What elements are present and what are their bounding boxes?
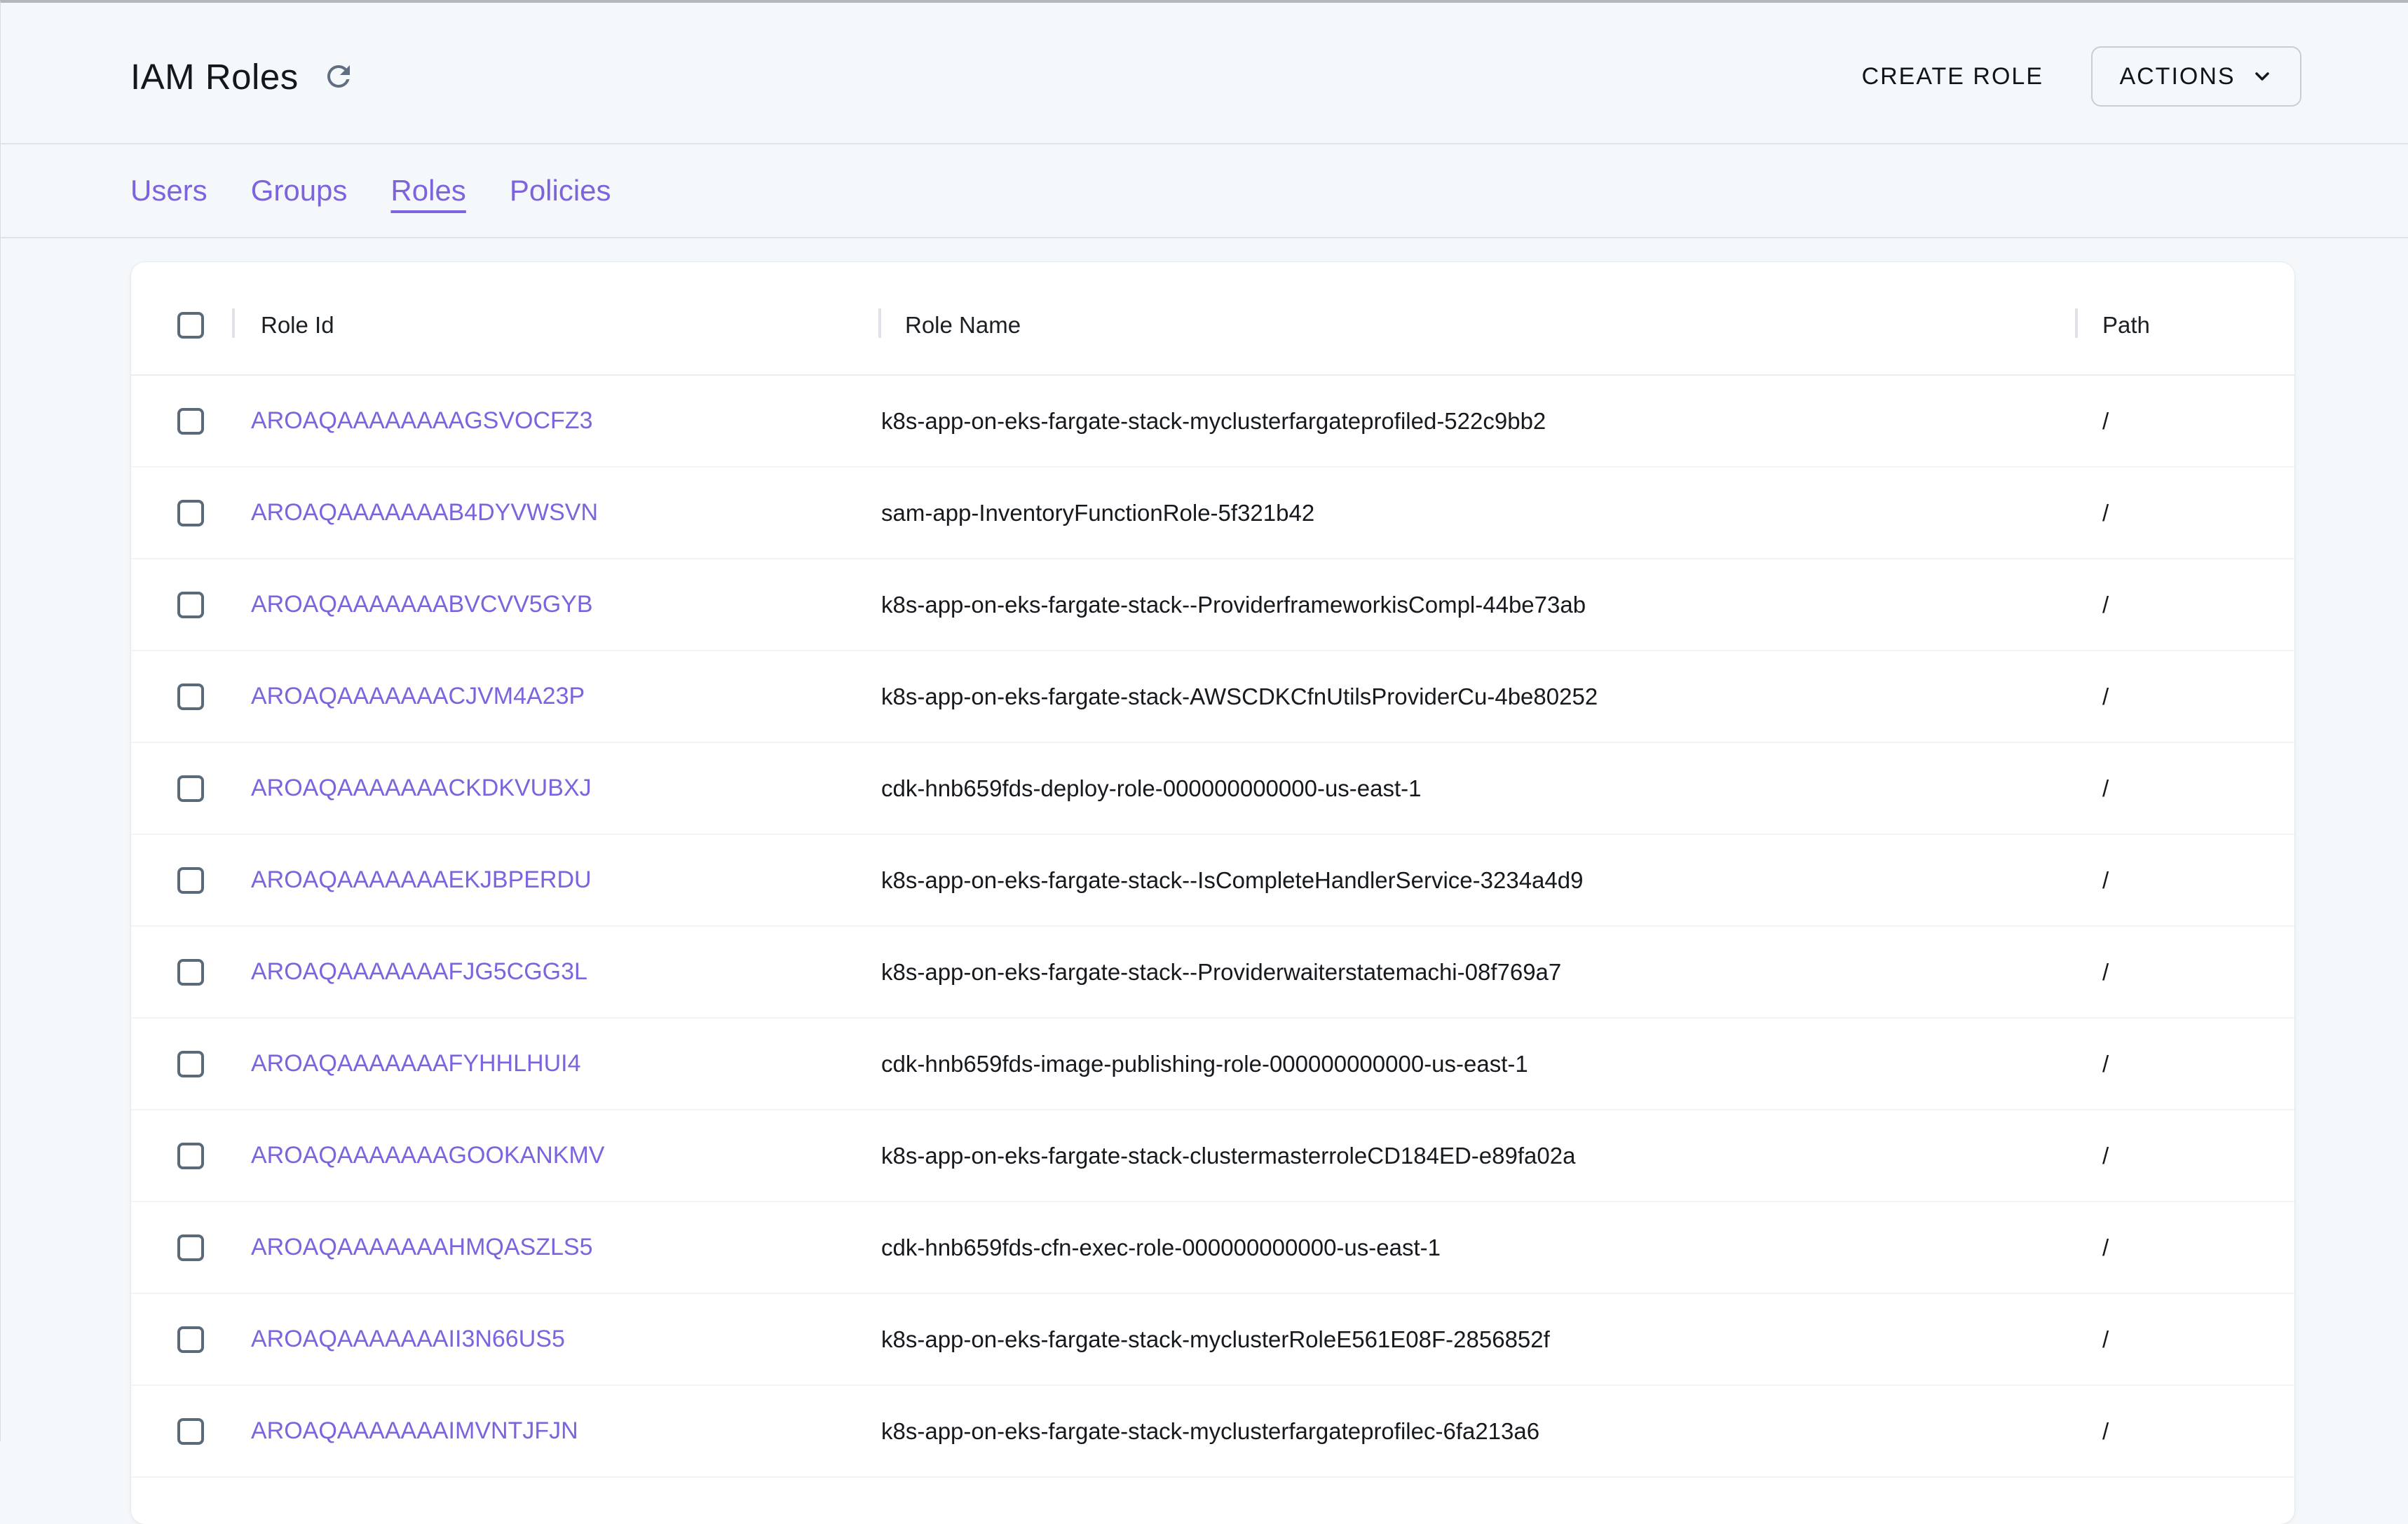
table-row: AROAQAAAAAAAIMVNTJFJN k8s-app-on-eks-far…: [131, 1386, 2294, 1478]
role-path-text: /: [2102, 1142, 2109, 1169]
row-checkbox[interactable]: [177, 1326, 204, 1353]
row-checkbox[interactable]: [177, 1142, 204, 1169]
role-id-link[interactable]: AROAQAAAAAAAII3N66US5: [251, 1326, 565, 1352]
role-path-text: /: [2102, 1417, 2109, 1444]
table-row: AROAQAAAAAAAFJG5CGG3L k8s-app-on-eks-far…: [131, 927, 2294, 1019]
roles-table-card: Role Id Role Name Path AROAQAAAAAAAAGSVO…: [131, 262, 2294, 1524]
row-checkbox[interactable]: [177, 591, 204, 618]
role-name-text: k8s-app-on-eks-fargate-stack--Providerfr…: [881, 591, 1586, 618]
role-path-text: /: [2102, 1326, 2109, 1352]
role-path-text: /: [2102, 1234, 2109, 1260]
tab-roles[interactable]: Roles: [390, 174, 466, 207]
row-checkbox[interactable]: [177, 866, 204, 894]
table-row: AROAQAAAAAAAHMQASZLS5 cdk-hnb659fds-cfn-…: [131, 1202, 2294, 1294]
column-divider: [878, 308, 881, 338]
role-path-text: /: [2102, 775, 2109, 801]
role-id-link[interactable]: AROAQAAAAAAAFJG5CGG3L: [251, 958, 587, 985]
role-id-link[interactable]: AROAQAAAAAAAEKJBPERDU: [251, 866, 592, 893]
role-path-text: /: [2102, 866, 2109, 893]
role-name-text: cdk-hnb659fds-image-publishing-role-0000…: [881, 1050, 1528, 1077]
tab-bar: Users Groups Roles Policies: [1, 144, 2408, 238]
role-path-text: /: [2102, 683, 2109, 709]
tab-groups[interactable]: Groups: [250, 174, 348, 207]
select-all-checkbox[interactable]: [177, 312, 204, 339]
role-id-link[interactable]: AROAQAAAAAAACJVM4A23P: [251, 683, 585, 709]
title-wrap: IAM Roles: [130, 56, 356, 97]
table-row: AROAQAAAAAAACJVM4A23P k8s-app-on-eks-far…: [131, 651, 2294, 743]
column-header-role-id: Role Id: [261, 312, 334, 338]
role-id-link[interactable]: AROAQAAAAAAAGOOKANKMV: [251, 1142, 605, 1169]
row-checkbox[interactable]: [177, 499, 204, 526]
role-id-link[interactable]: AROAQAAAAAAACKDKVUBXJ: [251, 775, 592, 801]
role-name-text: k8s-app-on-eks-fargate-stack-myclusterfa…: [881, 1417, 1540, 1444]
tab-users[interactable]: Users: [130, 174, 208, 207]
role-id-link[interactable]: AROAQAAAAAAAHMQASZLS5: [251, 1234, 593, 1260]
table-row: AROAQAAAAAAAAGSVOCFZ3 k8s-app-on-eks-far…: [131, 376, 2294, 468]
row-checkbox[interactable]: [177, 775, 204, 802]
role-name-text: k8s-app-on-eks-fargate-stack--Providerwa…: [881, 958, 1562, 985]
role-name-text: cdk-hnb659fds-deploy-role-000000000000-u…: [881, 775, 1422, 801]
role-id-link[interactable]: AROAQAAAAAAAFYHHLHUI4: [251, 1050, 581, 1077]
column-header-path: Path: [2102, 312, 2150, 338]
row-checkbox[interactable]: [177, 1417, 204, 1445]
page-title: IAM Roles: [130, 56, 299, 97]
column-header-role-name: Role Name: [905, 312, 1021, 338]
row-checkbox[interactable]: [177, 1234, 204, 1261]
header-actions: CREATE ROLE ACTIONS: [1862, 46, 2301, 107]
column-divider: [232, 308, 235, 338]
role-id-link[interactable]: AROAQAAAAAAAB4DYVWSVN: [251, 499, 599, 526]
table-header-row: Role Id Role Name Path: [131, 262, 2294, 376]
table-row: AROAQAAAAAAACKDKVUBXJ cdk-hnb659fds-depl…: [131, 743, 2294, 835]
row-checkbox[interactable]: [177, 1050, 204, 1077]
create-role-button[interactable]: CREATE ROLE: [1862, 56, 2043, 97]
actions-button-label: ACTIONS: [2119, 62, 2236, 90]
row-checkbox[interactable]: [177, 958, 204, 986]
role-path-text: /: [2102, 958, 2109, 985]
page-header: IAM Roles CREATE ROLE ACTIONS: [1, 3, 2408, 144]
role-name-text: k8s-app-on-eks-fargate-stack-myclusterRo…: [881, 1326, 1550, 1352]
role-id-link[interactable]: AROAQAAAAAAAIMVNTJFJN: [251, 1417, 578, 1444]
role-name-text: sam-app-InventoryFunctionRole-5f321b42: [881, 499, 1315, 526]
table-row: AROAQAAAAAAABVCVV5GYB k8s-app-on-eks-far…: [131, 559, 2294, 651]
role-name-text: k8s-app-on-eks-fargate-stack-AWSCDKCfnUt…: [881, 683, 1598, 709]
table-row: AROAQAAAAAAAEKJBPERDU k8s-app-on-eks-far…: [131, 835, 2294, 927]
tab-policies[interactable]: Policies: [509, 174, 611, 207]
table-row: AROAQAAAAAAAB4DYVWSVN sam-app-InventoryF…: [131, 468, 2294, 559]
role-path-text: /: [2102, 407, 2109, 434]
role-name-text: k8s-app-on-eks-fargate-stack-clustermast…: [881, 1142, 1576, 1169]
role-path-text: /: [2102, 1050, 2109, 1077]
refresh-icon: [322, 60, 355, 93]
role-path-text: /: [2102, 499, 2109, 526]
table-row: AROAQAAAAAAAFYHHLHUI4 cdk-hnb659fds-imag…: [131, 1019, 2294, 1110]
role-name-text: cdk-hnb659fds-cfn-exec-role-000000000000…: [881, 1234, 1441, 1260]
chevron-down-icon: [2251, 65, 2273, 88]
role-id-link[interactable]: AROAQAAAAAAAAGSVOCFZ3: [251, 407, 593, 434]
actions-button[interactable]: ACTIONS: [2091, 46, 2301, 107]
main-content: Role Id Role Name Path AROAQAAAAAAAAGSVO…: [1, 238, 2408, 1524]
role-path-text: /: [2102, 591, 2109, 618]
table-body: AROAQAAAAAAAAGSVOCFZ3 k8s-app-on-eks-far…: [131, 376, 2294, 1478]
row-checkbox[interactable]: [177, 683, 204, 710]
table-row: AROAQAAAAAAAII3N66US5 k8s-app-on-eks-far…: [131, 1294, 2294, 1386]
refresh-button[interactable]: [321, 59, 356, 94]
row-checkbox[interactable]: [177, 407, 204, 435]
table-row: AROAQAAAAAAAGOOKANKMV k8s-app-on-eks-far…: [131, 1110, 2294, 1202]
role-name-text: k8s-app-on-eks-fargate-stack-myclusterfa…: [881, 407, 1546, 434]
column-divider: [2075, 308, 2078, 338]
role-name-text: k8s-app-on-eks-fargate-stack--IsComplete…: [881, 866, 1584, 893]
role-id-link[interactable]: AROAQAAAAAAABVCVV5GYB: [251, 591, 593, 618]
